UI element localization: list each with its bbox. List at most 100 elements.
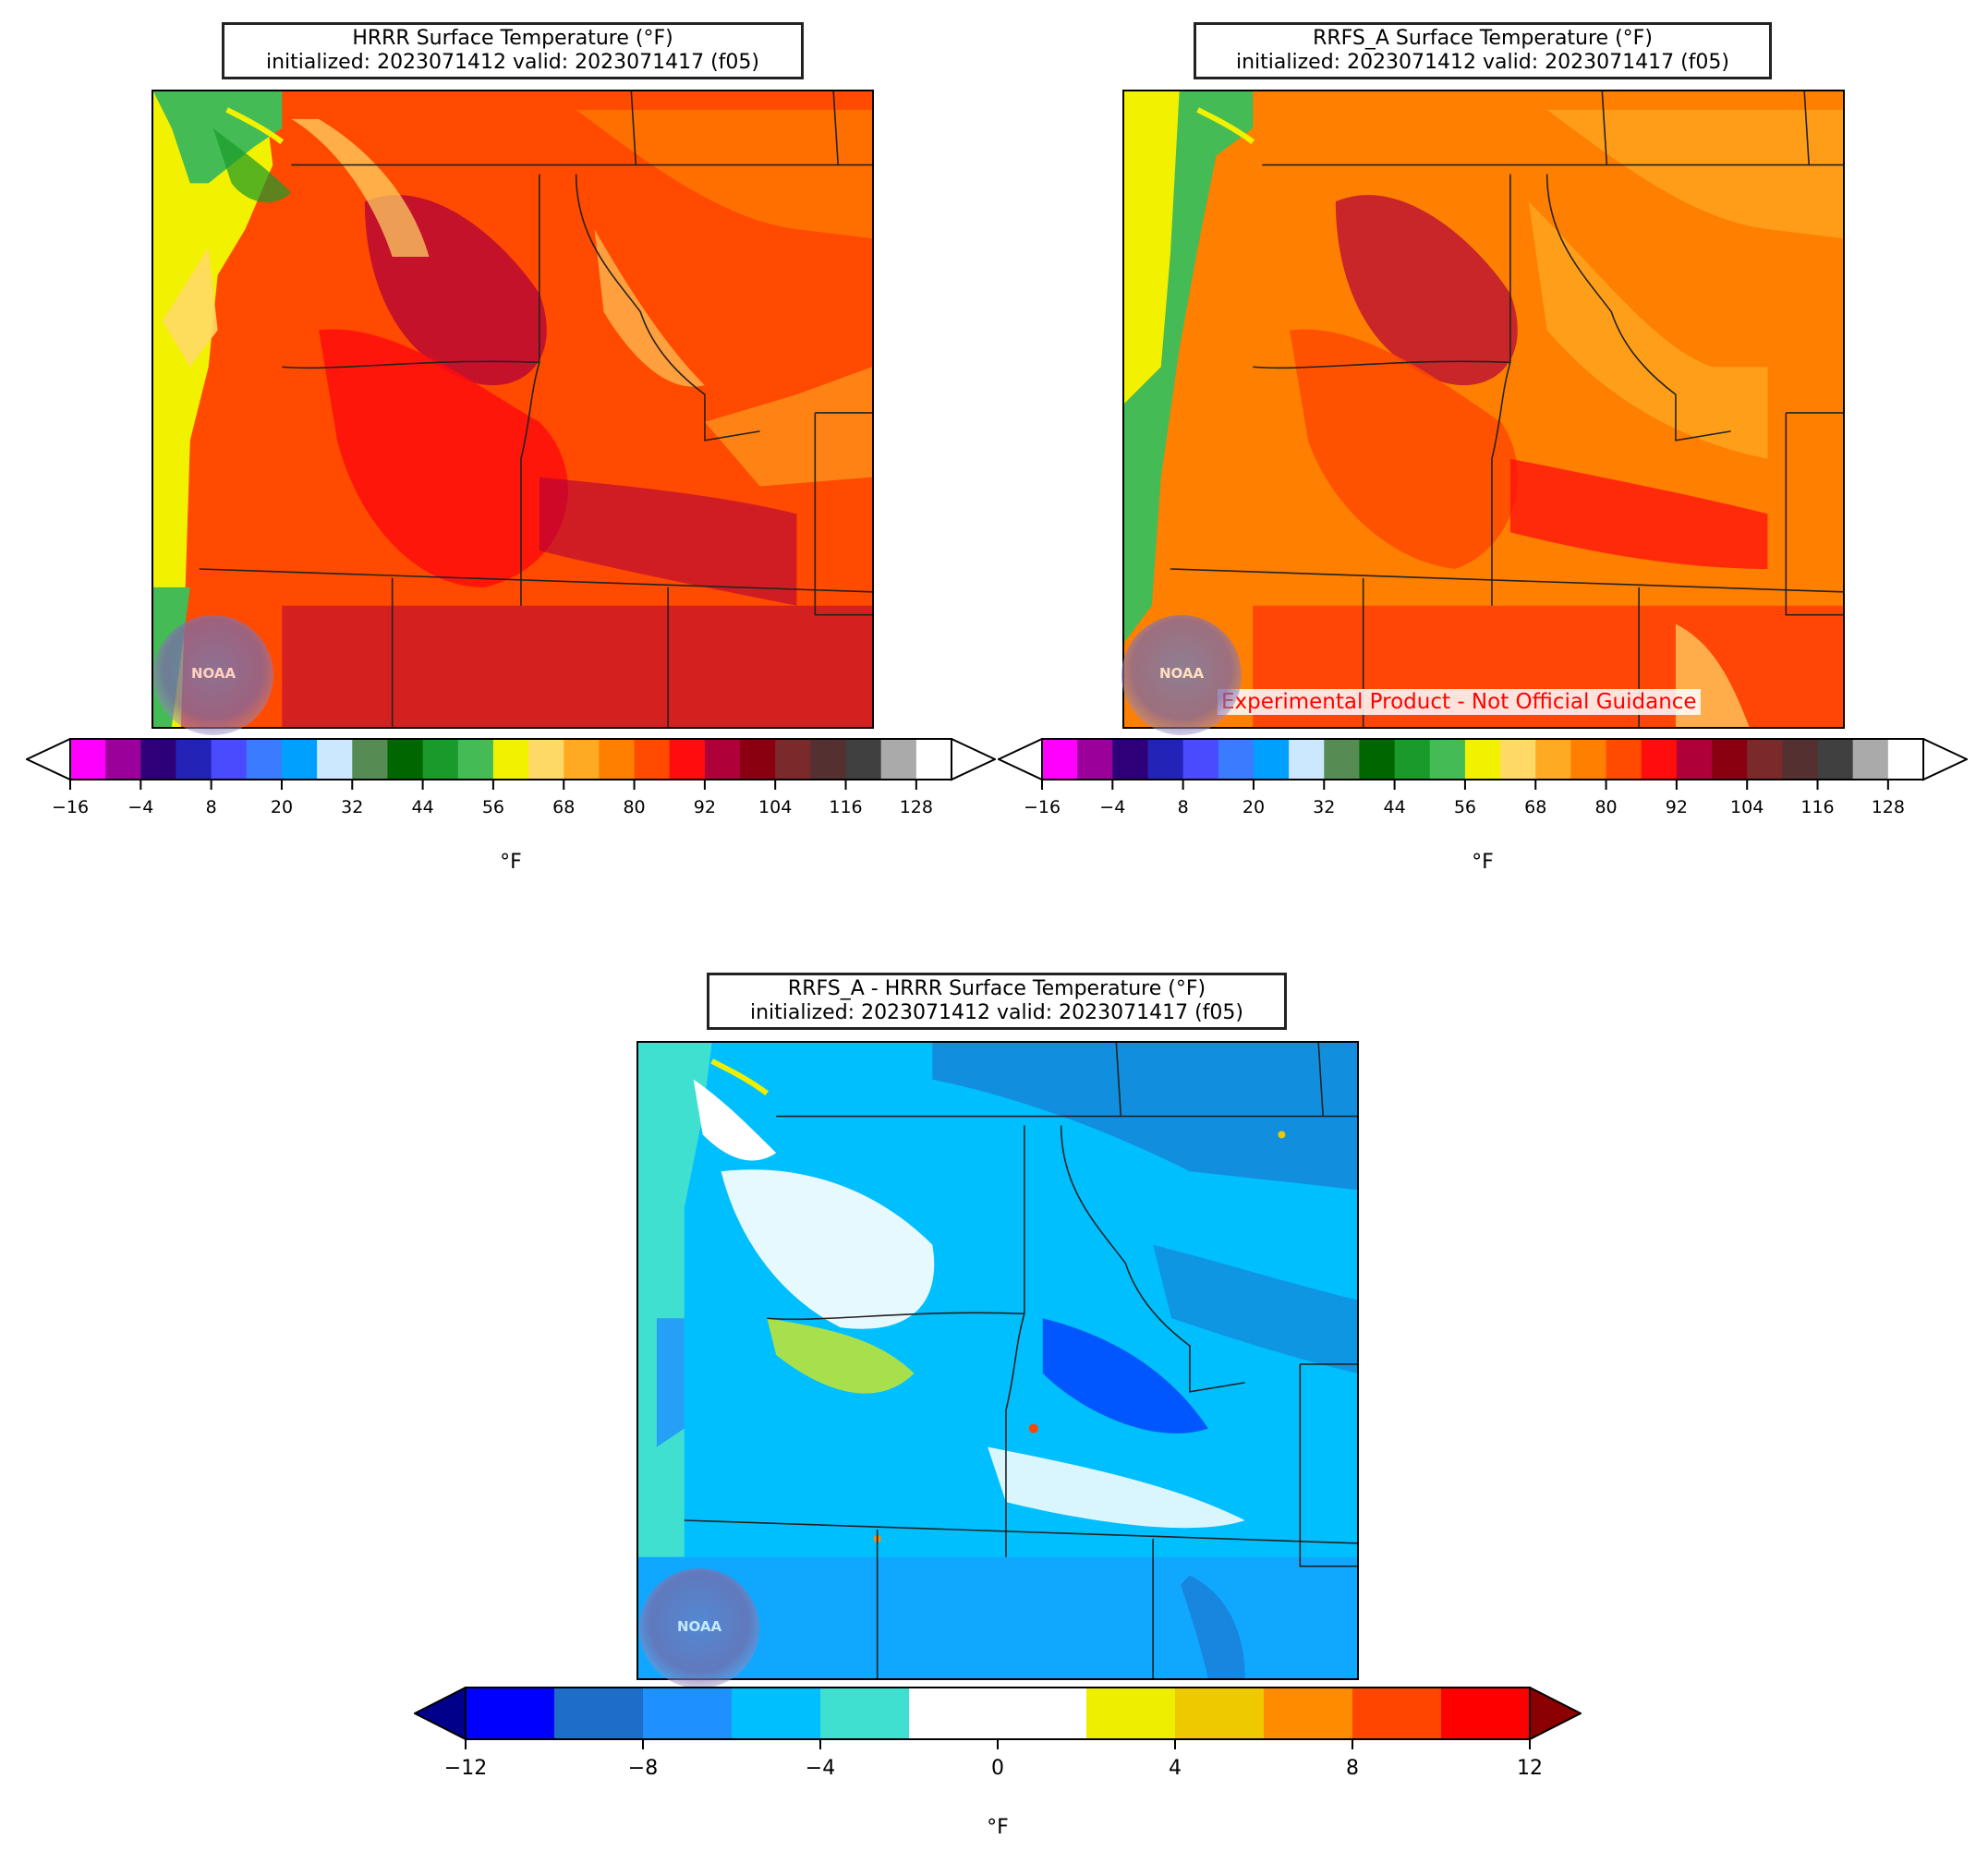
- colorbar-swatch: [643, 1688, 733, 1739]
- colorbar-swatch: [457, 739, 494, 780]
- colorbar-swatch: [528, 739, 564, 780]
- colorbar-unit-label: °F: [1472, 851, 1494, 874]
- colorbar-tick-label: −16: [51, 797, 90, 817]
- colorbar-tick-label: 20: [1242, 797, 1266, 817]
- rrfs-colorbar: −16 −4 8 20 32 44 56 68 80 92 104 116 128 °F: [998, 738, 1968, 877]
- colorbar-tick-label: −4: [1099, 797, 1126, 817]
- colorbar-swatch: [810, 739, 847, 780]
- colorbar-swatch: [1641, 739, 1678, 780]
- hrrr-title-line1: HRRR Surface Temperature (°F): [352, 27, 673, 50]
- noaa-logo-rrfs-label: NOAA: [1158, 665, 1205, 682]
- colorbar-swatch: [70, 739, 106, 780]
- colorbar-swatch: [387, 739, 424, 780]
- colorbar-tick-label: 20: [270, 797, 294, 817]
- colorbar-swatch: [1359, 739, 1396, 780]
- colorbar-extend-min: [414, 1687, 467, 1741]
- colorbar-swatch: [1077, 739, 1113, 780]
- rrfs-map-svg: [1124, 91, 1843, 727]
- colorbar-tick-label: 12: [1517, 1757, 1543, 1780]
- colorbar-tick-label: 32: [1313, 797, 1336, 817]
- colorbar-swatch: [211, 739, 248, 780]
- colorbar-unit-label: °F: [500, 851, 522, 874]
- experimental-watermark: Experimental Product - Not Official Guid…: [1218, 689, 1701, 715]
- colorbar-tick-label: 56: [1453, 797, 1476, 817]
- colorbar-swatch: [1218, 739, 1255, 780]
- colorbar-swatch: [704, 739, 741, 780]
- noaa-logo-hrrr-label: NOAA: [190, 665, 236, 682]
- colorbar-svg: [26, 738, 996, 790]
- colorbar-swatch: [880, 739, 917, 780]
- colorbar-tick-label: 116: [829, 797, 863, 817]
- colorbar-tick-label: 56: [481, 797, 504, 817]
- hrrr-title-line2: initialized: 2023071412 valid: 202307141…: [266, 51, 759, 74]
- colorbar-swatch: [1147, 739, 1184, 780]
- colorbar-swatch: [998, 1688, 1087, 1739]
- colorbar-swatch: [1852, 739, 1889, 780]
- colorbar-swatch: [564, 739, 600, 780]
- diff-title-line1: RRFS_A - HRRR Surface Temperature (°F): [787, 977, 1206, 1000]
- colorbar-swatch: [105, 739, 141, 780]
- colorbar-swatch: [1817, 739, 1854, 780]
- colorbar-swatch: [1112, 739, 1149, 780]
- colorbar-svg: [998, 738, 1968, 790]
- colorbar-swatch: [1500, 739, 1536, 780]
- colorbar-extend-max: [1922, 738, 1968, 781]
- colorbar-unit-label: °F: [987, 1816, 1009, 1839]
- noaa-logo-hrrr: NOAA: [153, 615, 273, 735]
- colorbar-tick-label: 80: [1594, 797, 1618, 817]
- colorbar-tick-label: −16: [1023, 797, 1061, 817]
- colorbar-swatch: [1324, 739, 1361, 780]
- colorbar-swatch: [1887, 739, 1924, 780]
- colorbar-tick-label: 0: [991, 1757, 1004, 1780]
- colorbar-tick-label: 80: [623, 797, 646, 817]
- colorbar-swatch: [317, 739, 353, 780]
- colorbar-swatch: [740, 739, 776, 780]
- colorbar-frame: [1041, 738, 1924, 780]
- colorbar-frame: [69, 738, 952, 780]
- colorbar-swatch: [422, 739, 459, 780]
- rrfs-title-line2: initialized: 2023071412 valid: 202307141…: [1236, 51, 1729, 74]
- colorbar-swatch: [554, 1688, 644, 1739]
- colorbar-swatch: [140, 739, 177, 780]
- colorbar-extend-min: [26, 738, 71, 781]
- colorbar-swatch: [281, 739, 318, 780]
- colorbar-swatch: [1289, 739, 1325, 780]
- colorbar-extend-max: [1529, 1687, 1582, 1741]
- colorbar-swatch: [1606, 739, 1643, 780]
- colorbar-tick-label: 104: [1730, 797, 1764, 817]
- rrfs-title: RRFS_A Surface Temperature (°F) initiali…: [1194, 22, 1772, 79]
- colorbar-swatch: [1712, 739, 1748, 780]
- colorbar-tick-label: 8: [205, 797, 217, 817]
- colorbar-swatch: [1175, 1688, 1265, 1739]
- colorbar-swatch: [1253, 739, 1290, 780]
- rrfs-map: [1122, 90, 1845, 729]
- colorbar-swatch: [669, 739, 706, 780]
- colorbar-swatch: [1441, 1688, 1531, 1739]
- colorbar-swatch: [1535, 739, 1571, 780]
- colorbar-tick-label: 8: [1177, 797, 1189, 817]
- colorbar-tick-label: −12: [443, 1757, 488, 1780]
- colorbar-tick-label: 32: [341, 797, 364, 817]
- diff-map: [636, 1041, 1359, 1680]
- colorbar-extend-max: [951, 738, 996, 781]
- colorbar-tick-label: 104: [758, 797, 793, 817]
- colorbar-swatch: [1747, 739, 1783, 780]
- diff-map-svg: [638, 1043, 1357, 1678]
- colorbar-swatch: [246, 739, 283, 780]
- noaa-logo-diff: NOAA: [639, 1568, 759, 1688]
- colorbar-swatch: [775, 739, 811, 780]
- colorbar-swatch: [732, 1688, 821, 1739]
- colorbar-swatch: [492, 739, 529, 780]
- colorbar-tick-label: 128: [899, 797, 933, 817]
- colorbar-swatch: [1042, 739, 1078, 780]
- colorbar-tick-label: 44: [1383, 797, 1406, 817]
- colorbar-tick-label: 92: [1665, 797, 1688, 817]
- hrrr-map: [152, 90, 874, 729]
- colorbar-swatch: [1086, 1688, 1176, 1739]
- diff-colorbar: −12 −8 −4 0 4 8 12 °F: [414, 1687, 1582, 1839]
- colorbar-swatch: [915, 739, 952, 780]
- colorbar-swatch: [466, 1688, 555, 1739]
- colorbar-swatch: [845, 739, 882, 780]
- colorbar-swatch: [599, 739, 636, 780]
- colorbar-swatch: [1429, 739, 1466, 780]
